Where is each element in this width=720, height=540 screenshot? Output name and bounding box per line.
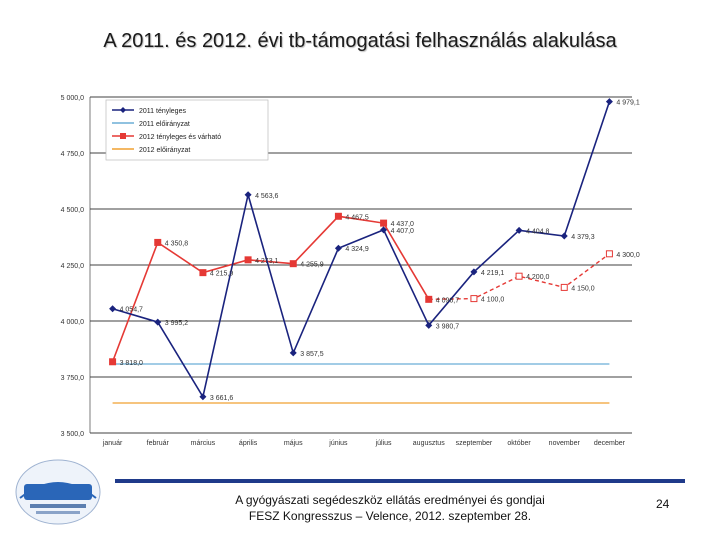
data-label-2012: 4 150,0 <box>571 285 594 292</box>
point-2011 <box>199 393 207 401</box>
x-tick-label: április <box>239 440 258 447</box>
x-tick-label: szeptember <box>456 440 493 447</box>
point-2012 <box>605 250 613 258</box>
point-2012 <box>289 260 297 268</box>
footer-text: A gyógyászati segédeszköz ellátás eredmé… <box>170 492 610 524</box>
point-2011 <box>515 226 523 234</box>
point-2012 <box>515 272 523 280</box>
data-label-2011: 4 407,0 <box>391 228 414 235</box>
amdm-logo <box>15 459 101 525</box>
data-label-2011: 4 054,7 <box>120 307 143 314</box>
point-2011 <box>560 232 568 240</box>
point-2012 <box>334 212 342 220</box>
footer-line-1: A gyógyászati segédeszköz ellátás eredmé… <box>235 493 545 507</box>
legend-marker <box>120 133 126 139</box>
y-tick-label: 4 750,0 <box>61 151 84 158</box>
data-label-2011: 4 979,1 <box>616 100 639 107</box>
y-tick-label: 3 750,0 <box>61 375 84 382</box>
point-2011 <box>109 305 117 313</box>
data-label-2012: 4 096,7 <box>436 297 459 304</box>
data-label-2011: 4 379,3 <box>571 234 594 241</box>
data-label-2011: 3 980,7 <box>436 323 459 330</box>
point-2011 <box>425 321 433 329</box>
data-label-2012: 4 467,5 <box>345 214 368 221</box>
point-2011 <box>289 349 297 357</box>
point-2012 <box>199 269 207 277</box>
point-2012 <box>244 256 252 264</box>
series-line-2012-forecast <box>428 253 610 301</box>
grid-layer <box>90 96 632 434</box>
data-label-2012: 4 273,1 <box>255 258 278 265</box>
data-label-2011: 3 995,2 <box>165 320 188 327</box>
legend-label: 2011 előirányzat <box>139 121 190 128</box>
x-tick-label: november <box>549 440 581 447</box>
data-label-2012: 4 100,0 <box>481 297 504 304</box>
legend-marker <box>120 107 126 113</box>
data-label-2012: 4 300,0 <box>616 252 639 259</box>
x-tick-label: március <box>191 440 216 447</box>
point-2011 <box>380 226 388 234</box>
data-label-2011: 4 324,9 <box>345 246 368 253</box>
data-label-2012: 4 350,8 <box>165 240 188 247</box>
y-tick-label: 5 000,0 <box>61 95 84 102</box>
point-2012 <box>154 238 162 246</box>
footer-divider <box>115 479 685 483</box>
data-label-2012: 4 437,0 <box>391 221 414 228</box>
x-tick-label: január <box>102 440 123 447</box>
axis-layer: 3 500,0 3 750,0 4 000,0 4 250,0 4 500,0 4 750… <box>61 95 626 447</box>
point-2012 <box>470 295 478 303</box>
series-line-2011-actual <box>112 101 611 399</box>
y-tick-label: 4 000,0 <box>61 319 84 326</box>
data-label-2011: 4 219,1 <box>481 270 504 277</box>
data-label-2011: 4 563,6 <box>255 193 278 200</box>
data-label-2012: 4 215,9 <box>210 271 233 278</box>
line-chart: 3 500,0 3 750,0 4 000,0 4 250,0 4 500,0 4 750… <box>61 95 640 447</box>
series-line-2012-actual <box>111 215 430 363</box>
point-2011 <box>154 318 162 326</box>
footer-line-2: FESZ Kongresszus – Velence, 2012. szepte… <box>248 509 532 523</box>
x-tick-label: február <box>147 440 170 447</box>
point-2012 <box>380 219 388 227</box>
y-tick-label: 4 500,0 <box>61 207 84 214</box>
point-2011 <box>605 98 613 106</box>
legend-label: 2011 tényleges <box>139 108 186 115</box>
point-2012 <box>109 358 117 366</box>
point-2012 <box>425 295 433 303</box>
data-label-2011: 3 857,5 <box>300 351 323 358</box>
x-tick-label: december <box>594 440 626 447</box>
x-tick-label: július <box>375 440 392 447</box>
legend-label: 2012 tényleges és várható <box>139 134 221 141</box>
point-2011 <box>244 191 252 199</box>
data-label-2012: 4 200,0 <box>526 274 549 281</box>
legend-label: 2012 előirányzat <box>139 147 190 154</box>
data-label-layer: 4 054,7 3 995,2 3 661,6 4 563,6 3 857,5 4 324… <box>120 100 640 402</box>
data-label-2012: 3 818,0 <box>120 360 143 367</box>
legend: 2011 tényleges 2011 előirányzat 2012 tényl… <box>105 99 269 161</box>
point-2011 <box>334 244 342 252</box>
page-number: 24 <box>656 497 670 511</box>
data-label-2012: 4 255,9 <box>300 262 323 269</box>
slide-title: A 2011. és 2012. évi tb-támogatási felha… <box>103 30 617 52</box>
point-2011 <box>470 268 478 276</box>
data-label-2011: 4 404,8 <box>526 228 549 235</box>
y-tick-label: 3 500,0 <box>61 431 84 438</box>
x-tick-label: június <box>328 440 348 447</box>
point-2012 <box>560 283 568 291</box>
series-layer <box>109 98 613 404</box>
data-label-2011: 3 661,6 <box>210 395 233 402</box>
x-tick-label: október <box>507 440 531 447</box>
x-tick-label: május <box>284 440 303 447</box>
x-tick-label: augusztus <box>413 440 445 447</box>
y-tick-label: 4 250,0 <box>61 263 84 270</box>
